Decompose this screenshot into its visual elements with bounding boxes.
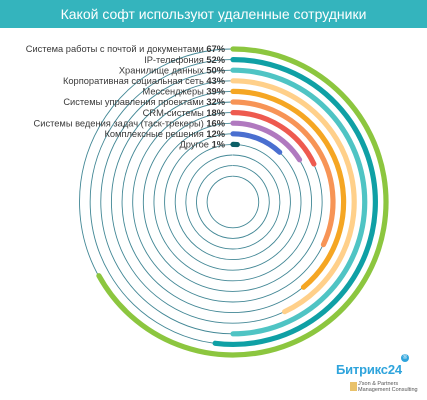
radial-track [174,143,291,261]
radial-track-inner [185,154,281,250]
series-label: Корпоративная социальная сеть 43% [63,76,226,86]
radial-bar [230,131,283,155]
radial-bar [230,99,336,248]
radial-bar [230,120,303,163]
radial-bar [230,67,368,337]
series-label: Система работы с почтой и документами 67… [26,44,226,54]
series-label: CRM-системы 18% [143,108,226,118]
radial-bar [230,88,347,290]
series-label: IP-телефония 52% [144,55,226,65]
logo-brand: Битрикс [336,362,388,377]
logo-badge-icon: ® [401,354,409,362]
series-label: Системы управления проектами 32% [63,97,225,107]
bitrix24-logo: Битрикс24 ® [336,354,409,379]
series-label: Системы ведения задач (таск-трекеры) 16% [34,118,226,128]
partner-logo-icon [350,382,357,391]
logo-number: 24 [387,362,402,377]
partner-subtitle: Management Consulting [358,387,418,393]
series-label: Другое 1% [179,140,225,150]
radial-track-inner [206,175,260,229]
radial-bar [230,110,317,167]
radial-bar [96,46,389,358]
series-label: Мессенджеры 39% [143,87,226,97]
series-label: Хранилище данных 50% [119,65,226,75]
chart-title: Какой софт используют удаленные сотрудни… [0,0,427,28]
radial-track [164,133,302,271]
partner-name: J'son & Partners [358,381,399,387]
partner-credit: J'son & Partners Management Consulting [358,381,418,393]
radial-track-inner [196,165,270,239]
series-label: Комплексные решения 12% [104,129,225,139]
radial-bar [230,78,357,315]
radial-bar [212,57,378,347]
